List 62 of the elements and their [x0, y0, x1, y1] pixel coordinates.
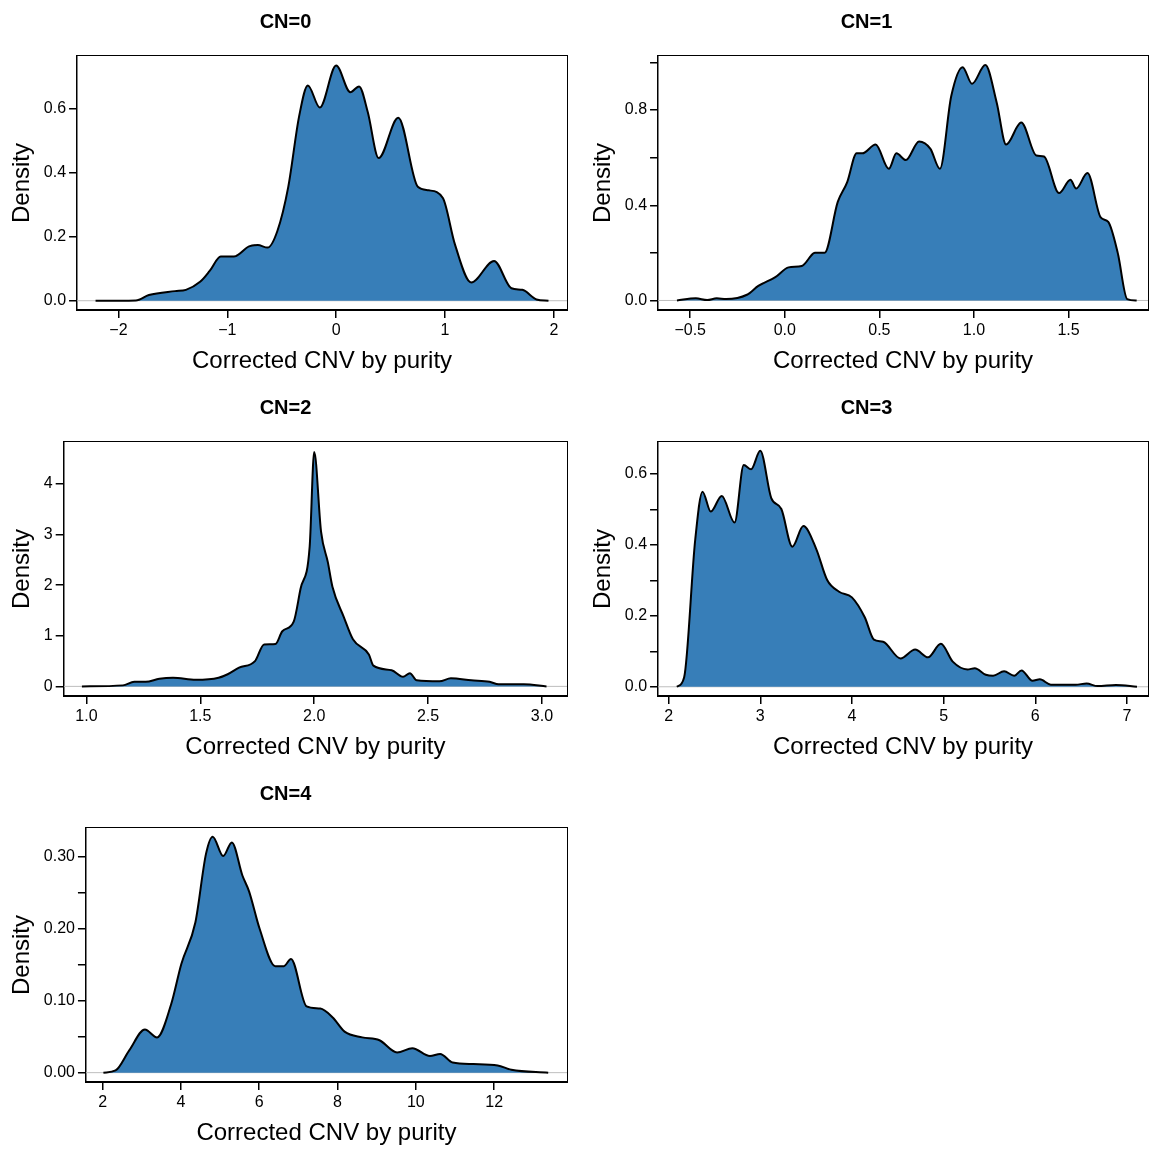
y-tick-label: 2 [43, 575, 53, 593]
x-axis-title: Corrected CNV by purity [772, 732, 1034, 760]
y-tick-label: 0.0 [43, 291, 67, 309]
x-tick-label: 6 [1030, 707, 1040, 725]
chart-title: CN=2 [259, 395, 312, 418]
x-tick-label: 10 [406, 1093, 425, 1111]
x-tick-label: 1.5 [1057, 321, 1080, 339]
x-tick-label: 6 [254, 1093, 264, 1111]
y-tick-label: 0.4 [43, 163, 67, 181]
x-tick-label: 3 [755, 707, 765, 725]
x-tick-label: 1.5 [189, 707, 212, 725]
x-tick-label: 4 [847, 707, 857, 725]
y-axis-title: Density [588, 142, 616, 224]
x-axis-title: Corrected CNV by purity [772, 346, 1034, 374]
x-tick-label: 1.0 [962, 321, 986, 339]
y-tick-label: 4 [43, 474, 53, 492]
x-tick-label: 12 [485, 1093, 504, 1111]
y-tick-label: 0.30 [43, 847, 76, 865]
y-tick-label: 0.2 [624, 606, 648, 624]
chart-title: CN=1 [840, 9, 893, 32]
x-tick-label: 2.5 [416, 707, 440, 725]
y-tick-label: 0.6 [624, 464, 648, 482]
x-tick-label: 2 [664, 707, 674, 725]
x-tick-label: 2 [98, 1093, 108, 1111]
x-tick-label: −1 [218, 321, 237, 339]
y-tick-label: 0.0 [624, 677, 648, 695]
y-tick-label: 0.00 [43, 1063, 76, 1081]
x-tick-label: 2.0 [303, 707, 326, 725]
x-tick-label: 0.5 [868, 321, 891, 339]
y-tick-label: 0.4 [624, 195, 648, 213]
y-tick-label: 3 [43, 525, 53, 542]
y-tick-label: 0 [43, 676, 53, 694]
x-axis-title: Corrected CNV by purity [185, 732, 446, 760]
x-tick-label: −0.5 [674, 321, 707, 339]
chart-title: CN=0 [259, 9, 312, 32]
y-axis-title: Density [7, 528, 35, 610]
x-tick-label: 1 [440, 321, 450, 339]
y-tick-label: 0.6 [43, 99, 67, 117]
y-tick-label: 0.4 [624, 535, 648, 553]
y-axis-title: Density [7, 142, 35, 224]
y-tick-label: 1 [43, 626, 53, 644]
chart-title: CN=4 [259, 781, 313, 804]
x-tick-label: 0 [331, 321, 341, 339]
x-tick-label: 1.0 [75, 707, 98, 725]
x-tick-label: 2 [549, 321, 559, 339]
x-tick-label: 4 [176, 1093, 186, 1111]
y-tick-label: 0.2 [43, 227, 67, 245]
x-tick-label: 5 [939, 707, 949, 725]
y-tick-label: 0.0 [624, 290, 648, 308]
x-tick-label: 0.0 [773, 321, 797, 339]
x-tick-label: 8 [333, 1093, 343, 1111]
x-tick-label: −2 [109, 321, 128, 339]
x-tick-label: 3.0 [530, 707, 554, 725]
y-tick-label: 0.20 [43, 919, 76, 937]
chart-title: CN=3 [840, 395, 893, 418]
y-axis-title: Density [588, 528, 616, 610]
y-axis-title: Density [7, 914, 35, 996]
x-axis-title: Corrected CNV by purity [196, 1118, 457, 1146]
y-tick-label: 0.10 [43, 991, 76, 1009]
x-axis-title: Corrected CNV by purity [191, 346, 453, 374]
y-tick-label: 0.8 [624, 100, 648, 118]
x-tick-label: 7 [1122, 707, 1132, 725]
